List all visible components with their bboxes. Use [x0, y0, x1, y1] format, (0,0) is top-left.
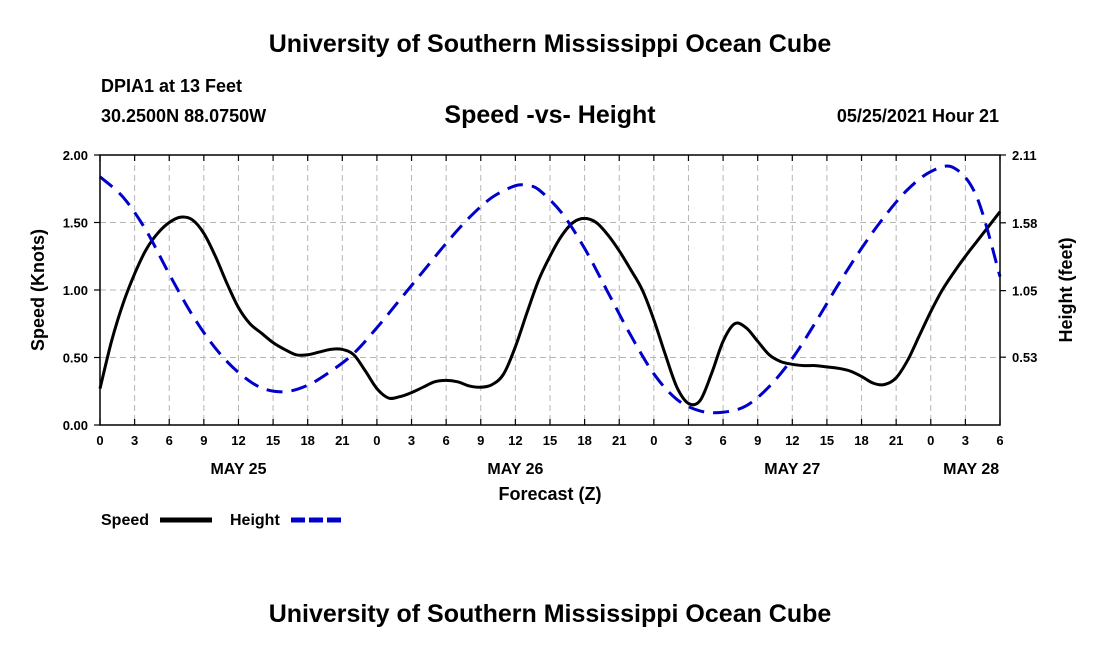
forecast-timestamp: 05/25/2021 Hour 21: [836, 106, 999, 126]
x-tick-label: 9: [754, 433, 761, 448]
date-label: MAY 26: [487, 461, 543, 478]
x-tick-label: 3: [131, 433, 138, 448]
x-tick-label: 15: [543, 433, 557, 448]
x-tick-label: 0: [96, 433, 103, 448]
x-tick-label: 9: [477, 433, 484, 448]
x-tick-label: 0: [650, 433, 657, 448]
x-tick-label: 18: [854, 433, 868, 448]
x-tick-label: 15: [820, 433, 834, 448]
x-tick-label: 3: [962, 433, 969, 448]
x-tick-label: 12: [508, 433, 522, 448]
x-tick-label: 6: [166, 433, 173, 448]
height-series-line: [99, 164, 1002, 415]
y2-axis-label: Height (feet): [1056, 238, 1076, 343]
series-layer: [98, 164, 1002, 415]
footer-title: University of Southern Mississippi Ocean…: [268, 600, 832, 628]
x-tick-label: 21: [612, 433, 626, 448]
legend: Speed Height: [101, 512, 343, 529]
page-title: University of Southern Mississippi Ocean…: [268, 30, 832, 58]
x-tick-label: 0: [927, 433, 934, 448]
x-tick-label: 21: [889, 433, 903, 448]
grid-lines: [100, 155, 1000, 425]
x-tick-label: 18: [577, 433, 591, 448]
x-tick-label: 15: [266, 433, 280, 448]
x-tick-label: 6: [443, 433, 450, 448]
y-tick-label: 1.00: [63, 283, 88, 298]
x-tick-label: 21: [335, 433, 349, 448]
tick-labels: 0 3 6 9 12 15 18 21 0 3 6 9 12 15 18 21 0 3 6 9 12 15 18 21 0 3 6 0…: [63, 148, 1038, 478]
station-label: DPIA1 at 13 Feet: [101, 76, 243, 96]
date-label: MAY 25: [210, 461, 266, 478]
legend-height-label: Height: [230, 512, 280, 529]
y-axis-label: Speed (Knots): [28, 229, 48, 351]
date-label: MAY 27: [764, 461, 820, 478]
coordinates-label: 30.2500N 88.0750W: [101, 106, 267, 126]
x-tick-label: 6: [996, 433, 1003, 448]
y2-tick-label: 1.58: [1012, 216, 1037, 231]
y-tick-label: 1.50: [63, 216, 88, 231]
y-tick-label: 2.00: [63, 148, 88, 163]
x-tick-label: 18: [300, 433, 314, 448]
chart-title: Speed -vs- Height: [444, 101, 656, 129]
speed-series-line: [98, 210, 1002, 407]
x-tick-label: 12: [231, 433, 245, 448]
date-label: MAY 28: [943, 461, 999, 478]
x-tick-label: 6: [719, 433, 726, 448]
y-tick-label: 0.00: [63, 418, 88, 433]
axis-ticks: [94, 154, 1006, 426]
x-tick-label: 0: [373, 433, 380, 448]
y2-tick-label: 2.11: [1012, 148, 1037, 163]
x-tick-label: 3: [408, 433, 415, 448]
y-tick-label: 0.50: [63, 351, 88, 366]
x-axis-label: Forecast (Z): [498, 484, 601, 504]
y2-tick-label: 1.05: [1012, 284, 1037, 299]
x-tick-label: 3: [685, 433, 692, 448]
legend-speed-label: Speed: [101, 512, 149, 529]
x-tick-label: 9: [200, 433, 207, 448]
x-tick-label: 12: [785, 433, 799, 448]
y2-tick-label: 0.53: [1012, 350, 1037, 365]
